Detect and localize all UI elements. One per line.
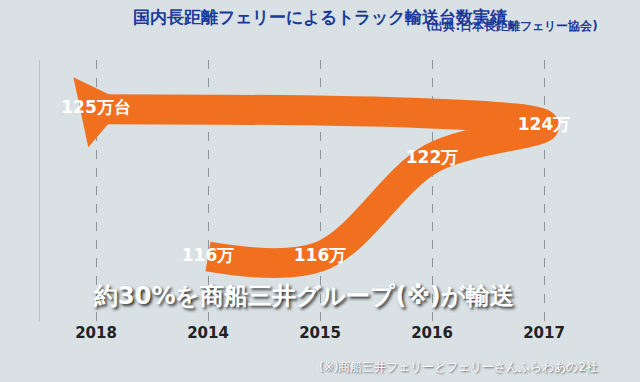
svg-text:2016: 2016 xyxy=(411,324,453,342)
svg-text:2018: 2018 xyxy=(75,324,117,342)
svg-text:122万: 122万 xyxy=(406,147,459,167)
svg-text:2015: 2015 xyxy=(299,324,341,342)
svg-text:(※)商船三井フェリーとフェリーさんふらわあの2社: (※)商船三井フェリーとフェリーさんふらわあの2社 xyxy=(319,360,598,374)
svg-text:(出典:日本長距離フェリー協会): (出典:日本長距離フェリー協会) xyxy=(426,19,598,33)
svg-text:国内長距離フェリーによるトラック輸送台数実績: 国内長距離フェリーによるトラック輸送台数実績 xyxy=(133,7,507,27)
svg-text:116万: 116万 xyxy=(294,245,347,265)
svg-text:2014: 2014 xyxy=(187,324,229,342)
svg-text:116万: 116万 xyxy=(182,245,235,265)
svg-text:2017: 2017 xyxy=(523,324,565,342)
svg-text:125万台: 125万台 xyxy=(61,97,131,117)
svg-text:約30%を商船三井グループ(※)が輸送: 約30%を商船三井グループ(※)が輸送 xyxy=(93,282,514,310)
svg-text:124万: 124万 xyxy=(518,114,571,134)
